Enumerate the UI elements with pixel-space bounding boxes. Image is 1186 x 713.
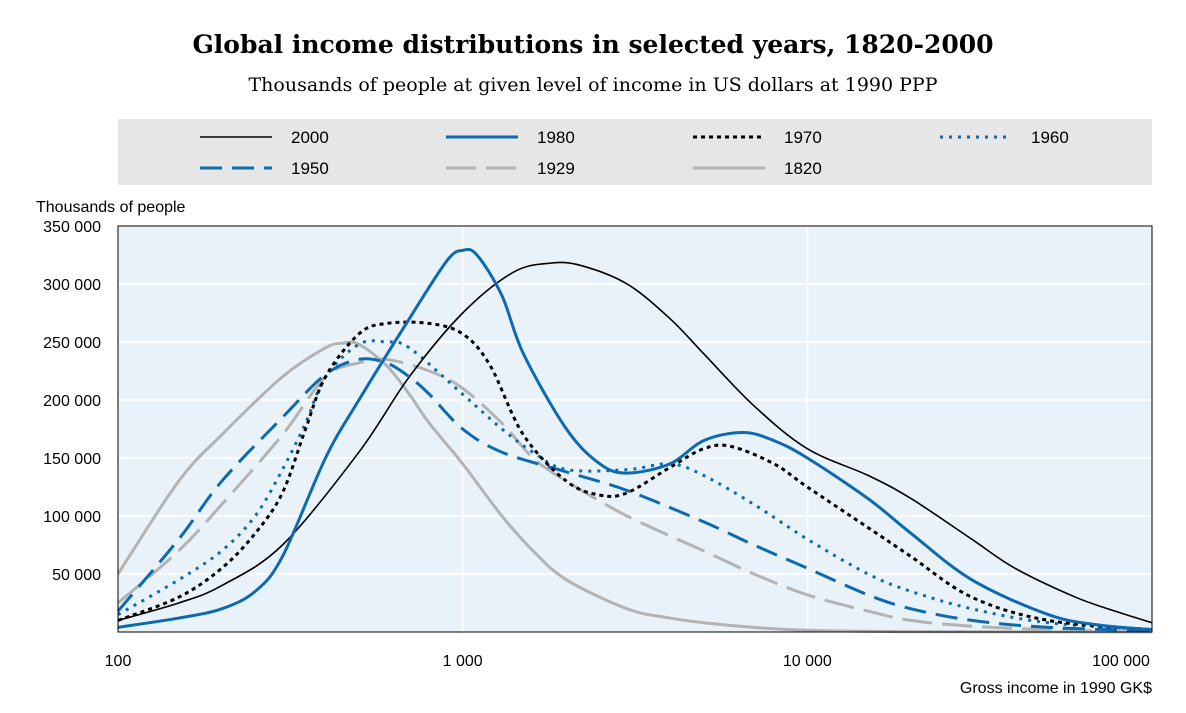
- x-axis-label: Gross income in 1990 GK$: [960, 680, 1152, 697]
- x-axis: 100 1 000 10 000 100 000: [105, 653, 1150, 670]
- series-line-1929: [117, 357, 1153, 633]
- series-line-2000: [117, 261, 1153, 624]
- y-tick-label: 150 000: [43, 451, 101, 468]
- series-line-1970: [117, 320, 1153, 632]
- series-lines: [116, 247, 1153, 634]
- chart-title: Global income distributions in selected …: [192, 30, 994, 59]
- y-tick-label: 350 000: [43, 219, 101, 236]
- series-line-1820: [116, 340, 1153, 634]
- legend-label-1970: 1970: [784, 128, 822, 147]
- legend-label-1820: 1820: [784, 159, 822, 178]
- plot-area: [117, 225, 1153, 633]
- y-axis-label: Thousands of people: [36, 199, 186, 216]
- series-line-1980: [117, 247, 1153, 632]
- plot-frame: [117, 225, 1153, 633]
- legend-label-1950: 1950: [291, 159, 329, 178]
- legend-label-1960: 1960: [1031, 128, 1069, 147]
- series-line-1950: [116, 357, 1153, 633]
- series-line-1960: [117, 339, 1153, 632]
- x-tick-label: 100 000: [1092, 653, 1150, 670]
- y-tick-label: 200 000: [43, 393, 101, 410]
- x-tick-label: 100: [105, 653, 132, 670]
- legend-label-2000: 2000: [291, 128, 329, 147]
- legend: [118, 119, 1152, 185]
- y-tick-label: 100 000: [43, 509, 101, 526]
- x-tick-label: 10 000: [783, 653, 832, 670]
- y-axis: 50 000 100 000 150 000 200 000 250 000 300 00…: [43, 219, 101, 584]
- y-tick-label: 250 000: [43, 335, 101, 352]
- chart-subtitle: Thousands of people at given level of in…: [248, 74, 938, 96]
- x-tick-label: 1 000: [443, 653, 483, 670]
- legend-items: 2000 1980 1970 1960 1950 1929 1820: [200, 128, 1069, 178]
- legend-label-1929: 1929: [537, 159, 575, 178]
- y-tick-label: 50 000: [52, 567, 101, 584]
- legend-label-1980: 1980: [537, 128, 575, 147]
- y-tick-label: 300 000: [43, 277, 101, 294]
